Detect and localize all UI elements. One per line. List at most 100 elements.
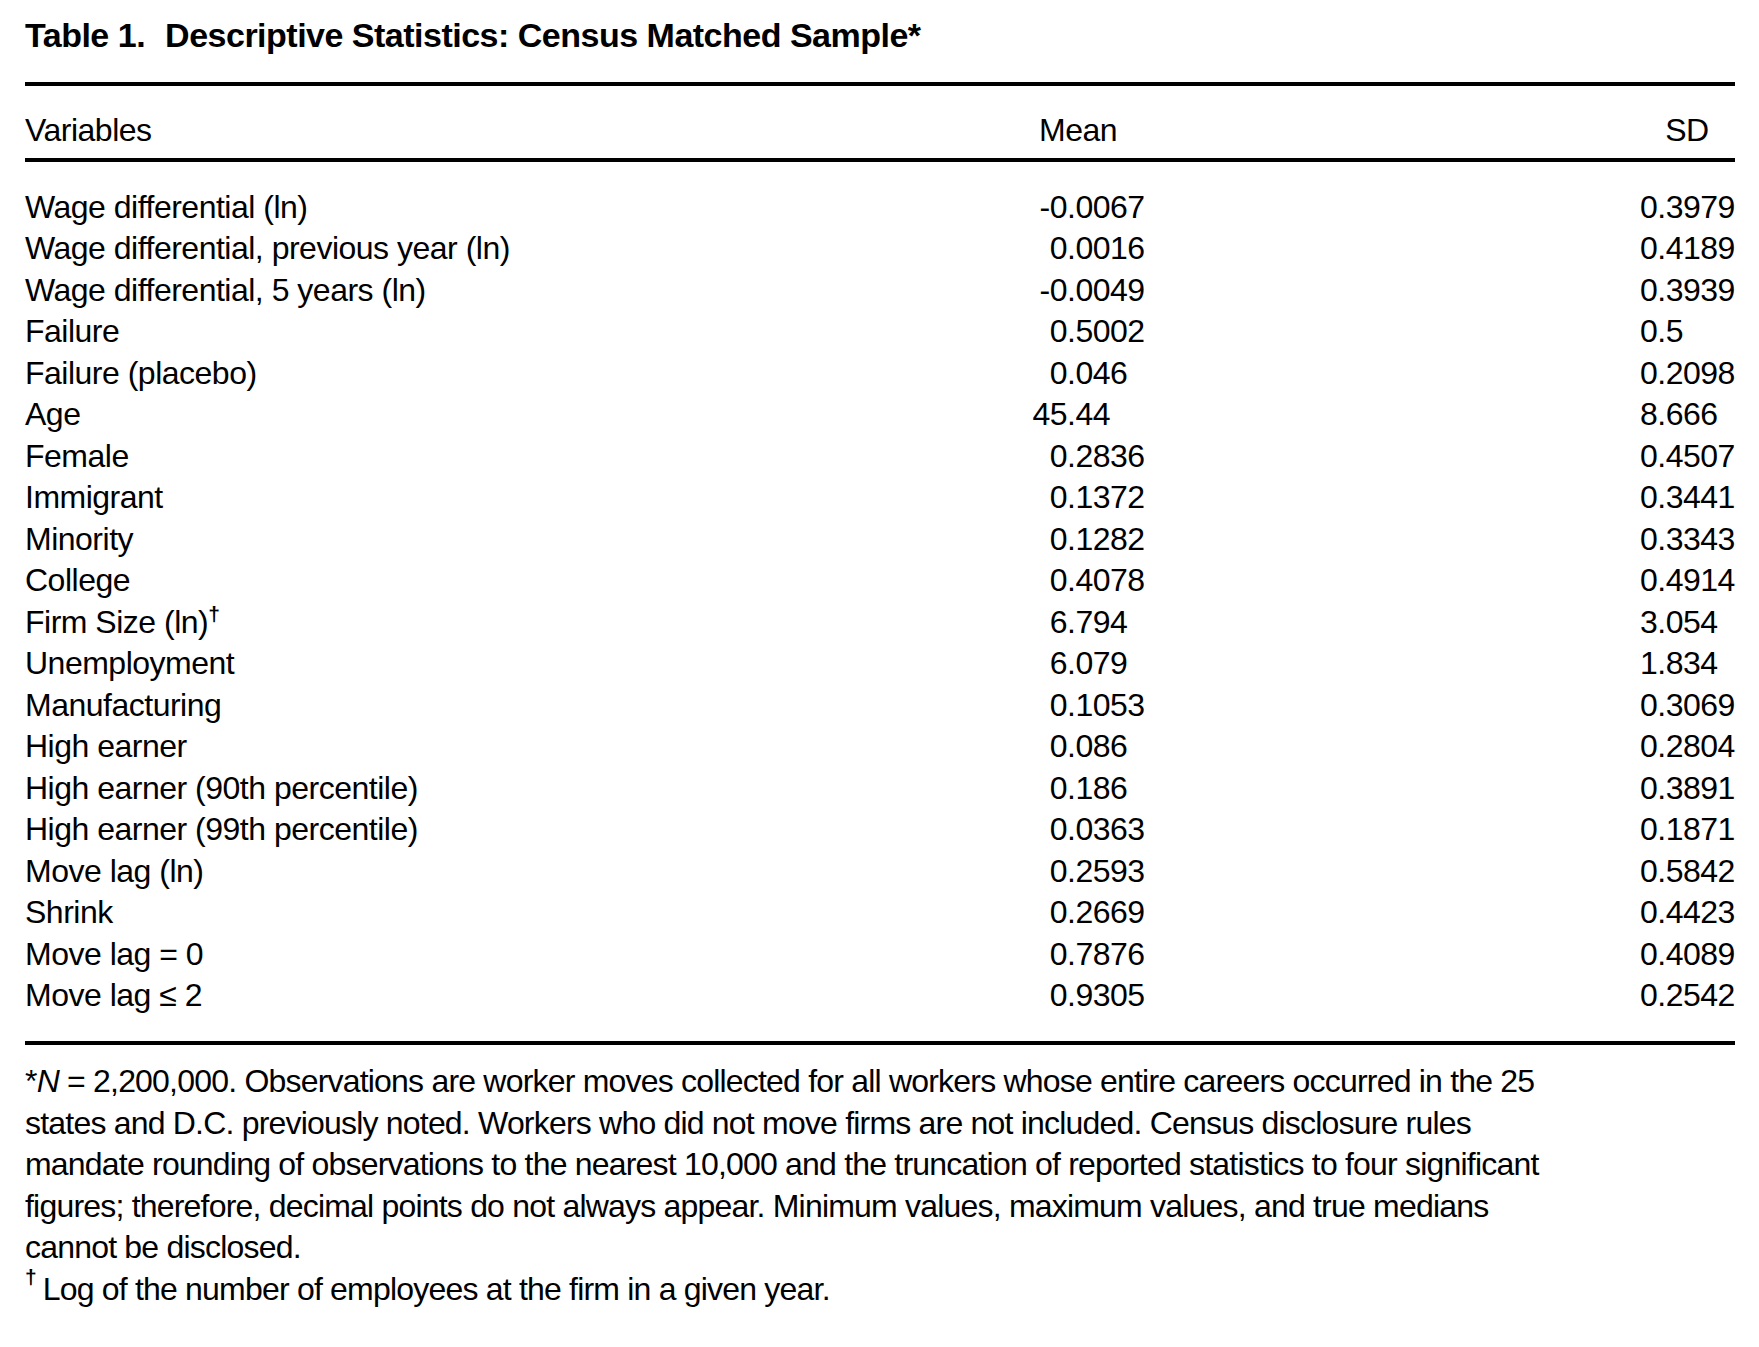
- table-row: Firm Size (ln)† 6.794 3.054: [25, 601, 1735, 643]
- mean-cell-int: 0: [1050, 811, 1067, 848]
- variable-cell: Minority: [25, 520, 133, 557]
- variable-cell: Age: [25, 396, 80, 433]
- mean-cell-int: 6: [1050, 603, 1067, 640]
- footnote-dagger-text: Log of the number of employees at the fi…: [43, 1271, 830, 1308]
- footnote-star-line-3: mandate rounding of observations to the …: [25, 1144, 1735, 1186]
- footnote-star-line-1: *N = 2,200,000. Observations are worker …: [25, 1061, 1735, 1103]
- mean-cell-int: 0: [1050, 852, 1067, 889]
- footnote-star-text-5: cannot be disclosed.: [25, 1229, 301, 1266]
- mean-cell-frac: .046: [1067, 354, 1127, 391]
- footnote-star-marker: *: [25, 1063, 37, 1100]
- mean-cell-frac: .2593: [1067, 852, 1145, 889]
- mean-cell-frac: .186: [1067, 769, 1127, 806]
- mean-cell-int: 0: [1050, 437, 1067, 474]
- mean-cell-frac: .0049: [1067, 271, 1145, 308]
- mean-cell-int: -0: [1040, 271, 1067, 308]
- top-rule: [25, 82, 1735, 86]
- sd-cell: 0.5842: [1640, 852, 1735, 889]
- table-row: Wage differential, previous year (ln)0.0…: [25, 228, 1735, 270]
- mean-cell-frac: .086: [1067, 728, 1127, 765]
- footnote-dagger-line: †Log of the number of employees at the f…: [25, 1269, 1735, 1311]
- mean-cell-frac: .0363: [1067, 811, 1145, 848]
- footnote-star-line-4: figures; therefore, decimal points do no…: [25, 1186, 1735, 1228]
- variable-cell: Move lag (ln): [25, 852, 203, 889]
- variable-cell: Move lag = 0: [25, 935, 203, 972]
- variable-cell: Wage differential (ln): [25, 188, 307, 225]
- variable-cell: Wage differential, 5 years (ln): [25, 271, 426, 308]
- sd-cell: 0.3069: [1640, 686, 1735, 723]
- variable-cell: Female: [25, 437, 129, 474]
- title-footnote-marker: *: [908, 16, 921, 54]
- variable-cell: Manufacturing: [25, 686, 221, 723]
- sd-cell: 0.4089: [1640, 935, 1735, 972]
- table-number: Table 1.: [25, 16, 145, 54]
- column-header-mean: Mean: [1039, 112, 1117, 149]
- mean-cell-frac: .7876: [1067, 935, 1145, 972]
- sd-cell: 0.3441: [1640, 479, 1735, 516]
- mean-cell-int: 0: [1050, 354, 1067, 391]
- sd-cell: 0.4507: [1640, 437, 1735, 474]
- mean-cell-frac: .794: [1067, 603, 1127, 640]
- mean-cell-int: 6: [1050, 645, 1067, 682]
- table-footnotes: *N = 2,200,000. Observations are worker …: [25, 1061, 1735, 1310]
- mean-cell-frac: .9305: [1067, 977, 1145, 1014]
- sd-cell: 8.666: [1640, 396, 1718, 433]
- sd-cell: 0.4914: [1640, 562, 1735, 599]
- mean-cell-frac: .2669: [1067, 894, 1145, 931]
- footnote-n-symbol: N: [37, 1063, 59, 1100]
- sd-cell: 3.054: [1640, 603, 1718, 640]
- sd-cell: 0.5: [1640, 313, 1683, 350]
- table-row: Unemployment6.0791.834: [25, 643, 1735, 685]
- variable-cell: High earner (90th percentile): [25, 769, 418, 806]
- sd-cell: 0.2804: [1640, 728, 1735, 765]
- mean-cell-int: 0: [1050, 935, 1067, 972]
- mean-cell-frac: .44: [1067, 396, 1110, 433]
- variable-cell: College: [25, 562, 130, 599]
- mean-cell-frac: .0067: [1067, 188, 1145, 225]
- table-row: Female 0.2836 0.4507: [25, 435, 1735, 477]
- mean-cell-int: 0: [1050, 313, 1067, 350]
- paper-table-page: Table 1. Descriptive Statistics: Census M…: [0, 0, 1759, 1347]
- mean-cell-frac: .2836: [1067, 437, 1145, 474]
- table-row: Move lag (ln) 0.2593 0.5842: [25, 850, 1735, 892]
- mean-cell-frac: .1053: [1067, 686, 1145, 723]
- variable-cell: Wage differential, previous year (ln): [25, 230, 510, 267]
- variable-cell: Failure (placebo): [25, 354, 257, 391]
- table-row: Manufacturing0.10530.3069: [25, 684, 1735, 726]
- sd-cell: 0.2098: [1640, 354, 1735, 391]
- sd-cell: 1.834: [1640, 645, 1718, 682]
- sd-cell: 0.3891: [1640, 769, 1735, 806]
- mean-cell-frac: .5002: [1067, 313, 1145, 350]
- sd-cell: 0.4423: [1640, 894, 1735, 931]
- sd-cell: 0.3979: [1640, 188, 1735, 225]
- table-title: Table 1. Descriptive Statistics: Census M…: [25, 16, 921, 55]
- column-header-variables: Variables: [25, 112, 152, 149]
- footnote-star-text-4: figures; therefore, decimal points do no…: [25, 1188, 1488, 1225]
- table-title-text: Descriptive Statistics: Census Matched S…: [165, 16, 908, 54]
- header-rule: [25, 158, 1735, 162]
- mean-cell-int: 0: [1050, 728, 1067, 765]
- mean-cell-int: 0: [1050, 769, 1067, 806]
- table-row: High earner 0.086 0.2804: [25, 726, 1735, 768]
- mean-cell-int: 0: [1050, 977, 1067, 1014]
- mean-cell-int: 0: [1050, 562, 1067, 599]
- table-row: High earner (90th percentile) 0.186 0.3891: [25, 767, 1735, 809]
- variable-cell: High earner (99th percentile): [25, 811, 418, 848]
- footnote-star-text-1: = 2,200,000. Observations are worker mov…: [59, 1063, 1534, 1100]
- mean-cell-frac: .1282: [1067, 520, 1145, 557]
- mean-cell-int: 45: [1032, 396, 1067, 433]
- footnote-star-line-5: cannot be disclosed.: [25, 1227, 1735, 1269]
- table-row: Age 45.44 8.666: [25, 394, 1735, 436]
- table-row: Failure (placebo) 0.046 0.2098: [25, 352, 1735, 394]
- mean-cell-int: 0: [1050, 230, 1067, 267]
- variable-cell: Shrink: [25, 894, 113, 931]
- dagger-superscript: †: [208, 601, 220, 624]
- variable-cell: High earner: [25, 728, 187, 765]
- mean-cell-frac: .4078: [1067, 562, 1145, 599]
- mean-cell-frac: .1372: [1067, 479, 1145, 516]
- variable-cell: Unemployment: [25, 645, 234, 682]
- table-row: Shrink0.26690.4423: [25, 892, 1735, 934]
- footer-rule: [25, 1041, 1735, 1045]
- variable-cell: Firm Size (ln)†: [25, 603, 220, 640]
- table-body: Wage differential (ln) -0 .0067 0.3979 Wage …: [25, 186, 1735, 1016]
